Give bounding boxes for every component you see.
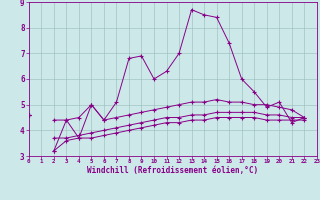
X-axis label: Windchill (Refroidissement éolien,°C): Windchill (Refroidissement éolien,°C) (87, 166, 258, 175)
